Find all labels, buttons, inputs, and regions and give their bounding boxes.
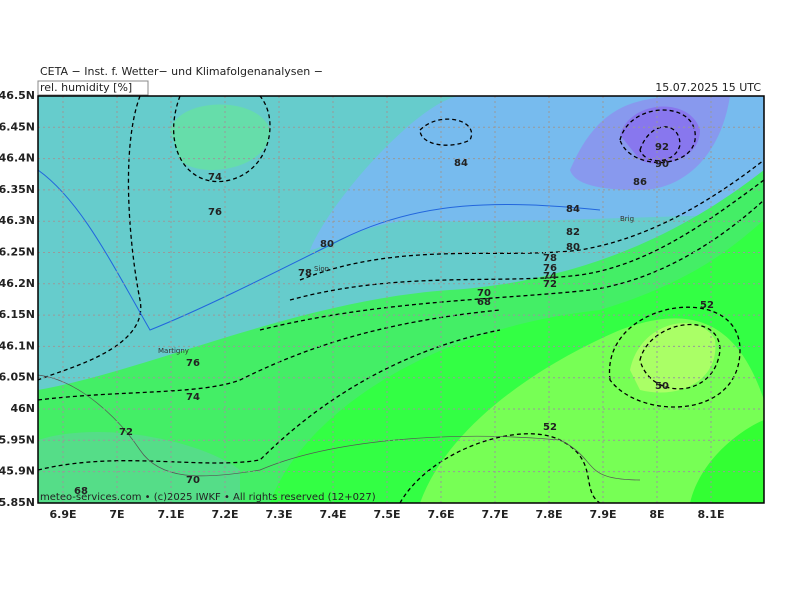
- contour-label: 50: [655, 381, 669, 392]
- contour-label: 76: [208, 207, 222, 218]
- contour-label: 74: [186, 392, 200, 403]
- field: rel. humidity [%]: [40, 81, 132, 94]
- lat-label: 46.5N: [0, 89, 35, 102]
- lat-label: 45.95N: [0, 433, 35, 446]
- contour-label: 80: [320, 239, 334, 250]
- contour-label: 70: [477, 288, 491, 299]
- place-label: Martigny: [158, 347, 189, 355]
- lat-label: 46.1N: [0, 339, 35, 352]
- contour-label: 78: [298, 268, 312, 279]
- contour-label: 52: [700, 300, 714, 311]
- lon-label: 7.9E: [589, 508, 616, 521]
- lat-label: 46.3N: [0, 214, 35, 227]
- contour-label: 82: [566, 227, 580, 238]
- lon-label: 7.3E: [265, 508, 292, 521]
- lon-label: 8E: [649, 508, 664, 521]
- lon-label: 8.1E: [697, 508, 724, 521]
- lon-label: 7.7E: [481, 508, 508, 521]
- contour-label: 92: [655, 142, 669, 153]
- contour-label: 76: [186, 358, 200, 369]
- lon-label: 7.2E: [211, 508, 238, 521]
- lon-label: 6.9E: [49, 508, 76, 521]
- lon-label: 7.8E: [535, 508, 562, 521]
- lat-label: 46.25N: [0, 246, 35, 259]
- contour-label: 84: [566, 204, 580, 215]
- lat-label: 46N: [10, 402, 35, 415]
- contour-label: 72: [119, 427, 133, 438]
- contour-label: 78: [543, 253, 557, 264]
- lon-label: 7.1E: [157, 508, 184, 521]
- place-label: Sion: [314, 265, 329, 273]
- lat-label: 46.2N: [0, 277, 35, 290]
- contour-label: 74: [208, 172, 222, 183]
- time: 15.07.2025 15 UTC: [655, 81, 761, 94]
- labels: 6.9E 7E 7.1E 7.2E 7.3E 7.4E 7.5E 7.6E 7.7E 7.8E 7.…: [0, 89, 725, 521]
- contour-label: 68: [477, 297, 491, 308]
- contour-label: 76: [543, 263, 557, 274]
- contour-label: 90: [655, 159, 669, 170]
- lon-label: 7.4E: [319, 508, 346, 521]
- title: CETA − Inst. f. Wetter− und Klimafolgena…: [40, 65, 323, 78]
- lon-label: 7.6E: [427, 508, 454, 521]
- contour-label: 68: [74, 486, 88, 497]
- contour-label: 72: [543, 279, 557, 290]
- fields: [38, 96, 764, 503]
- lon-label: 7.5E: [373, 508, 400, 521]
- lon-label: 7E: [109, 508, 124, 521]
- lat-label: 46.4N: [0, 152, 35, 165]
- lat-label: 46.05N: [0, 371, 35, 384]
- contour-label: 70: [186, 475, 200, 486]
- lat-label: 46.15N: [0, 308, 35, 321]
- lat-label: 45.9N: [0, 465, 35, 478]
- contour-label: 86: [633, 177, 647, 188]
- lat-label: 46.45N: [0, 120, 35, 133]
- contour-label: 84: [454, 158, 468, 169]
- frame: [37, 95, 765, 504]
- lat-label: 46.35N: [0, 183, 35, 196]
- contour-label: 80: [566, 242, 580, 253]
- lat-label: 45.85N: [0, 496, 35, 509]
- place-label: Brig: [620, 215, 634, 223]
- contour-label: 52: [543, 422, 557, 433]
- field-box: [37, 80, 149, 96]
- contour-label: 74: [543, 271, 557, 282]
- footer: meteo-services.com • (c)2025 IWKF • All …: [40, 492, 376, 503]
